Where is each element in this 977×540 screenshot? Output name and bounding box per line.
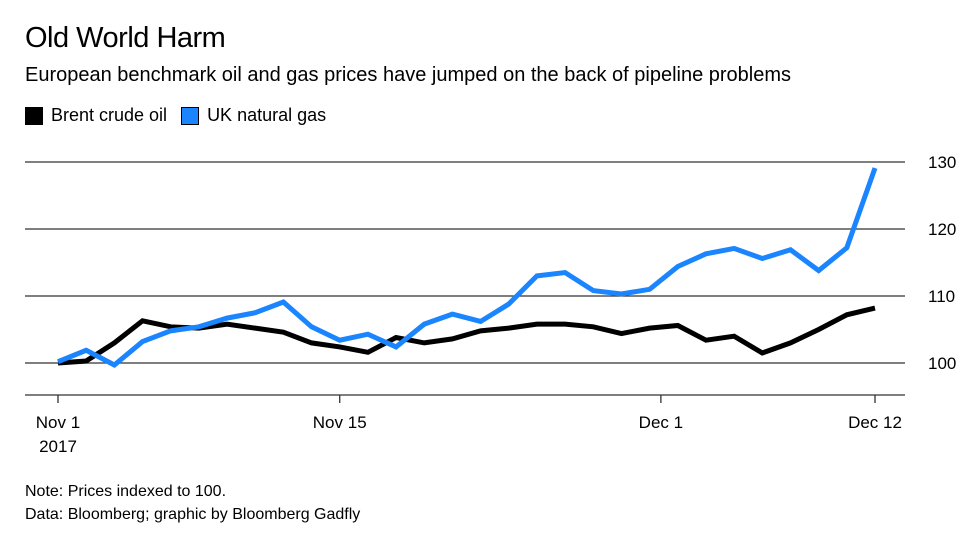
x-tick-label: Nov 15	[313, 413, 367, 432]
source-text: Data: Bloomberg; graphic by Bloomberg Ga…	[25, 506, 361, 523]
y-tick-label: 120	[928, 220, 956, 239]
y-tick-label: 130	[928, 153, 956, 172]
x-tick-sublabel: 2017	[39, 437, 77, 456]
chart-subtitle: European benchmark oil and gas prices ha…	[25, 64, 792, 86]
x-tick-label: Nov 1	[36, 413, 80, 432]
note-text: Note: Prices indexed to 100.	[25, 483, 227, 500]
y-tick-label: 110	[928, 287, 955, 306]
y-tick-label: 100	[928, 354, 956, 373]
legend: Brent crude oil UK natural gas	[25, 105, 340, 126]
chart-title: Old World Harm	[25, 22, 226, 54]
series-line-gas	[57, 167, 878, 368]
legend-swatch-gas	[181, 106, 200, 125]
x-tick-label: Dec 1	[639, 413, 683, 432]
legend-label: Brent crude oil	[51, 105, 168, 125]
legend-item-brent: Brent crude oil	[25, 105, 167, 126]
x-tick-label: Dec 12	[848, 413, 902, 432]
legend-item-gas: UK natural gas	[181, 105, 326, 126]
legend-label: UK natural gas	[207, 105, 327, 125]
legend-swatch-brent	[25, 106, 43, 125]
